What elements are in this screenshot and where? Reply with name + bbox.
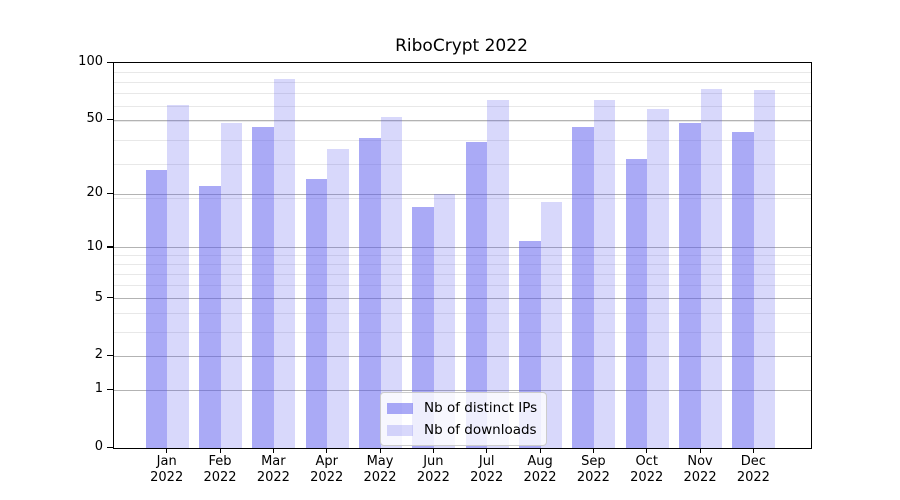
- x-tick: [592, 448, 595, 453]
- bar-distinct-ips-dec: [732, 132, 754, 448]
- y-tick-label: 50: [86, 111, 103, 126]
- bar-distinct-ips-jun: [412, 206, 434, 448]
- x-tick: [272, 448, 275, 453]
- gridline-minor: [114, 285, 811, 287]
- bar-distinct-ips-feb: [199, 186, 221, 448]
- x-tick-label: May 2022: [363, 454, 397, 485]
- legend: Nb of distinct IPs Nb of downloads: [380, 392, 548, 446]
- y-tick: [107, 246, 113, 248]
- bar-downloads-may: [380, 116, 403, 448]
- x-tick-label: Apr 2022: [310, 454, 344, 485]
- gridline-major: [114, 298, 811, 300]
- y-tick-label: 20: [86, 185, 103, 201]
- legend-label-downloads: Nb of downloads: [424, 422, 537, 438]
- x-tick-label: Mar 2022: [256, 454, 290, 485]
- legend-item-downloads: Nb of downloads: [387, 420, 537, 440]
- legend-swatch-downloads: [387, 424, 413, 436]
- bar-distinct-ips-sep: [572, 126, 594, 448]
- x-tick: [166, 448, 168, 453]
- gridline-minor: [114, 72, 811, 74]
- x-tick-label: Aug 2022: [523, 454, 557, 485]
- bar-distinct-ips-nov: [679, 123, 701, 448]
- y-tick: [107, 118, 113, 120]
- gridline-minor: [114, 81, 811, 83]
- gridline-minor: [114, 121, 811, 123]
- bar-distinct-ips-jan: [145, 170, 168, 448]
- bar-downloads-oct: [647, 109, 669, 448]
- gridline-major: [114, 389, 811, 391]
- y-tick-label: 100: [78, 54, 103, 69]
- bar-downloads-feb: [220, 123, 243, 448]
- bar-downloads-nov: [700, 88, 723, 448]
- bar-downloads-apr: [327, 149, 349, 448]
- chart-title: RiboCrypt 2022: [395, 36, 528, 56]
- bar-downloads-jul: [487, 99, 509, 448]
- bar-downloads-aug: [540, 202, 563, 448]
- gridline-minor: [114, 163, 811, 165]
- gridline-minor: [114, 313, 811, 315]
- x-tick: [379, 448, 381, 453]
- gridline-major: [114, 119, 811, 121]
- bar-distinct-ips-mar: [252, 126, 274, 448]
- gridline-minor: [114, 197, 811, 199]
- x-tick: [646, 448, 648, 453]
- bar-downloads-sep: [593, 99, 616, 448]
- y-tick: [107, 388, 113, 390]
- x-tick: [432, 448, 435, 453]
- bar-distinct-ips-may: [359, 138, 381, 448]
- y-tick: [107, 446, 113, 448]
- x-tick-label: Feb 2022: [203, 454, 237, 485]
- y-tick-label: 1: [94, 381, 103, 397]
- x-tick: [539, 448, 541, 453]
- x-tick: [486, 448, 488, 453]
- bar-downloads-jun: [433, 194, 456, 448]
- bar-downloads-dec: [753, 90, 776, 448]
- bar-distinct-ips-apr: [305, 179, 328, 448]
- y-tick: [107, 61, 113, 63]
- gridline-minor: [114, 255, 811, 257]
- plot-area: [113, 62, 812, 449]
- x-tick-label: Sep 2022: [576, 454, 610, 485]
- x-tick: [752, 448, 755, 453]
- x-tick-label: Jul 2022: [470, 454, 504, 485]
- legend-swatch-distinct-ips: [387, 402, 413, 414]
- legend-item-distinct-ips: Nb of distinct IPs: [387, 398, 537, 418]
- legend-label-distinct-ips: Nb of distinct IPs: [424, 400, 538, 416]
- gridline-major: [114, 193, 811, 195]
- gridline-major: [114, 355, 811, 357]
- x-tick-label: Oct 2022: [630, 454, 664, 485]
- x-tick: [699, 448, 701, 453]
- y-tick: [107, 192, 113, 194]
- x-tick: [219, 448, 221, 453]
- x-tick-label: Dec 2022: [736, 454, 770, 485]
- y-tick-label: 10: [86, 238, 103, 254]
- bar-distinct-ips-jul: [465, 142, 488, 448]
- gridline-minor: [114, 139, 811, 141]
- x-tick-label: Nov 2022: [683, 454, 717, 485]
- y-tick: [107, 297, 113, 299]
- gridline-minor: [114, 93, 811, 95]
- gridline-minor: [114, 264, 811, 266]
- y-tick-label: 0: [94, 439, 103, 454]
- bar-downloads-jan: [167, 105, 189, 448]
- gridline-major: [114, 247, 811, 249]
- bar-downloads-mar: [273, 79, 296, 448]
- y-tick-label: 5: [94, 289, 103, 305]
- bar-distinct-ips-oct: [625, 158, 648, 448]
- gridline-minor: [114, 274, 811, 276]
- x-tick-label: Jan 2022: [150, 454, 184, 485]
- x-tick-label: Jun 2022: [416, 454, 450, 485]
- x-tick: [326, 448, 328, 453]
- y-tick-label: 2: [94, 347, 103, 363]
- gridline-minor: [114, 105, 811, 107]
- gridline-minor: [114, 331, 811, 333]
- y-tick: [107, 354, 113, 357]
